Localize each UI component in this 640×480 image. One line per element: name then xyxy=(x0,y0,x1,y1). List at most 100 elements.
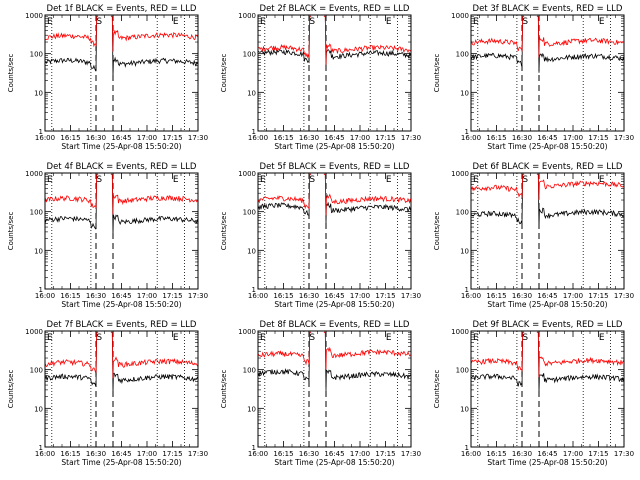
x-axis-label: Start Time (25-Apr-08 15:50:20) xyxy=(487,458,607,467)
x-tick-label: 16:00 xyxy=(35,450,55,458)
x-tick-label: 16:15 xyxy=(60,292,80,300)
panel-title: Det 4f BLACK = Events, RED = LLD xyxy=(47,162,197,172)
x-tick-label: 16:45 xyxy=(537,450,557,458)
y-tick-label: 10 xyxy=(247,89,256,97)
y-tick-label: 1 xyxy=(252,128,256,136)
plot-frame xyxy=(470,172,625,290)
y-tick-label: 10 xyxy=(34,89,43,97)
saa-marker: S xyxy=(96,333,102,343)
eclipse-marker: E xyxy=(386,17,392,27)
x-tick-label: 16:00 xyxy=(461,292,481,300)
x-axis-label: Start Time (25-Apr-08 15:50:20) xyxy=(274,458,394,467)
events-series-line xyxy=(536,331,624,394)
x-tick-label: 17:30 xyxy=(614,292,634,300)
eclipse-marker: E xyxy=(173,333,179,343)
y-tick-label: 1 xyxy=(39,286,43,294)
x-tick-label: 16:00 xyxy=(461,134,481,142)
x-tick-label: 17:30 xyxy=(614,450,634,458)
y-tick-label: 10 xyxy=(460,405,469,413)
events-series-line xyxy=(110,15,198,78)
panel-title: Det 2f BLACK = Events, RED = LLD xyxy=(260,4,410,14)
y-tick-label: 1000 xyxy=(25,170,43,178)
panel-det-9: Det 9f BLACK = Events, RED = LLD 1 10 100 10… xyxy=(433,320,634,467)
x-axis-label: Start Time (25-Apr-08 15:50:20) xyxy=(61,300,181,309)
x-tick-label: 17:15 xyxy=(162,450,182,458)
x-tick-label: 16:30 xyxy=(512,292,532,300)
plot-frame xyxy=(257,330,412,448)
events-series-line xyxy=(323,15,411,70)
x-tick-label: 16:45 xyxy=(111,450,131,458)
y-axis-label: Counts/sec xyxy=(433,370,441,409)
eclipse-marker: E xyxy=(473,175,479,185)
panel-title: Det 3f BLACK = Events, RED = LLD xyxy=(473,4,623,14)
panel-title: Det 7f BLACK = Events, RED = LLD xyxy=(47,320,197,330)
x-tick-label: 17:15 xyxy=(162,292,182,300)
x-axis-label: Start Time (25-Apr-08 15:50:20) xyxy=(61,458,181,467)
x-tick-label: 17:15 xyxy=(588,450,608,458)
y-tick-label: 10 xyxy=(460,247,469,255)
x-tick-label: 16:15 xyxy=(273,134,293,142)
events-series-line xyxy=(323,331,411,392)
y-tick-label: 10 xyxy=(247,405,256,413)
y-axis-label: Counts/sec xyxy=(220,370,228,409)
panel-det-7: Det 7f BLACK = Events, RED = LLD 1 10 100 10… xyxy=(7,320,208,467)
x-tick-label: 17:00 xyxy=(350,292,370,300)
y-tick-label: 10 xyxy=(34,405,43,413)
eclipse-marker: E xyxy=(473,17,479,27)
y-tick-label: 100 xyxy=(30,209,43,217)
lld-series-line xyxy=(471,331,525,372)
x-axis-label: Start Time (25-Apr-08 15:50:20) xyxy=(487,300,607,309)
events-series-line xyxy=(45,331,99,387)
x-tick-label: 17:30 xyxy=(614,134,634,142)
y-axis-label: Counts/sec xyxy=(220,54,228,93)
eclipse-marker: E xyxy=(260,175,266,185)
x-tick-label: 16:15 xyxy=(273,450,293,458)
lld-series-line xyxy=(258,331,312,366)
y-axis-label: Counts/sec xyxy=(7,370,15,409)
y-tick-label: 10 xyxy=(34,247,43,255)
x-tick-label: 16:45 xyxy=(324,292,344,300)
lld-series-line xyxy=(45,15,99,48)
x-tick-label: 16:30 xyxy=(86,134,106,142)
events-series-line xyxy=(110,173,198,236)
eclipse-marker: E xyxy=(47,17,53,27)
x-tick-label: 16:45 xyxy=(537,134,557,142)
panel-title: Det 5f BLACK = Events, RED = LLD xyxy=(260,162,410,172)
x-tick-label: 17:15 xyxy=(588,134,608,142)
panel-det-2: Det 2f BLACK = Events, RED = LLD 1 10 100 10… xyxy=(220,4,421,151)
events-series-line xyxy=(110,331,198,394)
eclipse-marker: E xyxy=(599,175,605,185)
x-tick-label: 17:15 xyxy=(588,292,608,300)
panel-det-6: Det 6f BLACK = Events, RED = LLD 1 10 100 10… xyxy=(433,162,634,309)
lld-series-line xyxy=(536,15,624,58)
eclipse-marker: E xyxy=(386,333,392,343)
y-tick-label: 100 xyxy=(456,367,469,375)
plot-frame xyxy=(44,14,199,132)
lld-series-line xyxy=(45,331,99,374)
saa-marker: S xyxy=(522,333,528,343)
x-tick-label: 17:00 xyxy=(137,292,157,300)
lld-series-line xyxy=(110,173,198,215)
lld-series-line xyxy=(471,15,525,52)
x-tick-label: 16:00 xyxy=(248,450,268,458)
panel-det-5: Det 5f BLACK = Events, RED = LLD 1 10 100 10… xyxy=(220,162,421,309)
lld-series-line xyxy=(45,173,99,209)
eclipse-marker: E xyxy=(599,333,605,343)
y-tick-label: 1 xyxy=(465,286,469,294)
y-tick-label: 1 xyxy=(465,128,469,136)
eclipse-marker: E xyxy=(47,333,53,343)
x-tick-label: 16:15 xyxy=(486,450,506,458)
eclipse-marker: E xyxy=(173,17,179,27)
x-tick-label: 16:15 xyxy=(273,292,293,300)
y-axis-label: Counts/sec xyxy=(7,212,15,251)
saa-marker: S xyxy=(522,17,528,27)
saa-marker: S xyxy=(522,175,528,185)
x-tick-label: 16:00 xyxy=(35,292,55,300)
x-tick-label: 17:00 xyxy=(137,450,157,458)
x-tick-label: 16:00 xyxy=(248,292,268,300)
plot-frame xyxy=(470,330,625,448)
y-tick-label: 1 xyxy=(39,444,43,452)
eclipse-marker: E xyxy=(47,175,53,185)
panel-det-4: Det 4f BLACK = Events, RED = LLD 1 10 100 10… xyxy=(7,162,208,309)
events-series-line xyxy=(258,331,312,383)
